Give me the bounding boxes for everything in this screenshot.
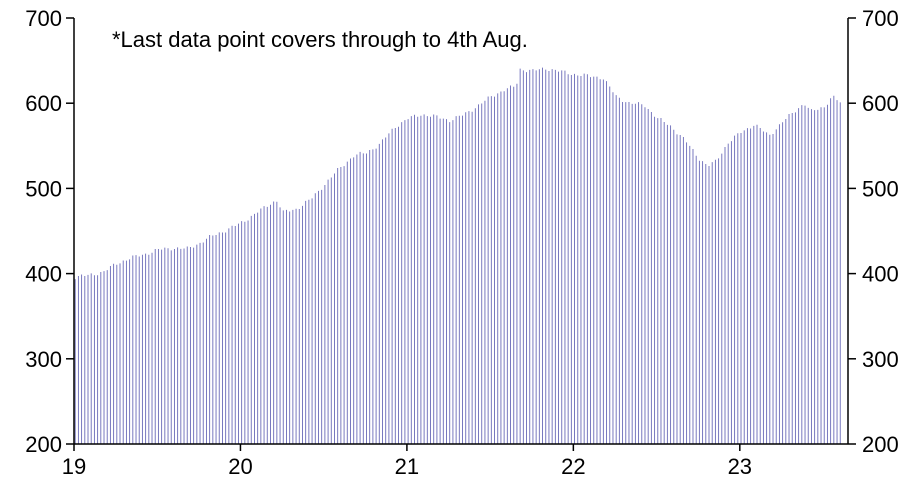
right-y-tick-label: 600 xyxy=(862,91,899,116)
x-tick-label: 22 xyxy=(561,454,585,479)
chart-annotation: *Last data point covers through to 4th A… xyxy=(112,27,528,52)
x-tick-label: 19 xyxy=(62,454,86,479)
right-y-tick-label: 500 xyxy=(862,176,899,201)
left-y-tick-label: 700 xyxy=(25,6,62,31)
right-y-tick-label: 300 xyxy=(862,347,899,372)
bar-series xyxy=(74,67,841,444)
left-y-tick-label: 400 xyxy=(25,262,62,287)
x-tick-label: 23 xyxy=(728,454,752,479)
left-y-tick-label: 300 xyxy=(25,347,62,372)
right-y-tick-label: 700 xyxy=(862,6,899,31)
x-tick-label: 21 xyxy=(395,454,419,479)
left-y-ticks: 700 600 500 400 300 200 xyxy=(25,6,74,457)
x-ticks: 19 20 21 22 23 xyxy=(62,444,752,479)
left-y-tick-label: 200 xyxy=(25,432,62,457)
right-y-tick-label: 200 xyxy=(862,432,899,457)
left-y-tick-label: 600 xyxy=(25,91,62,116)
left-y-tick-label: 500 xyxy=(25,176,62,201)
right-y-tick-label: 400 xyxy=(862,262,899,287)
x-tick-label: 20 xyxy=(228,454,252,479)
right-y-ticks: 700 600 500 400 300 200 xyxy=(848,6,899,457)
